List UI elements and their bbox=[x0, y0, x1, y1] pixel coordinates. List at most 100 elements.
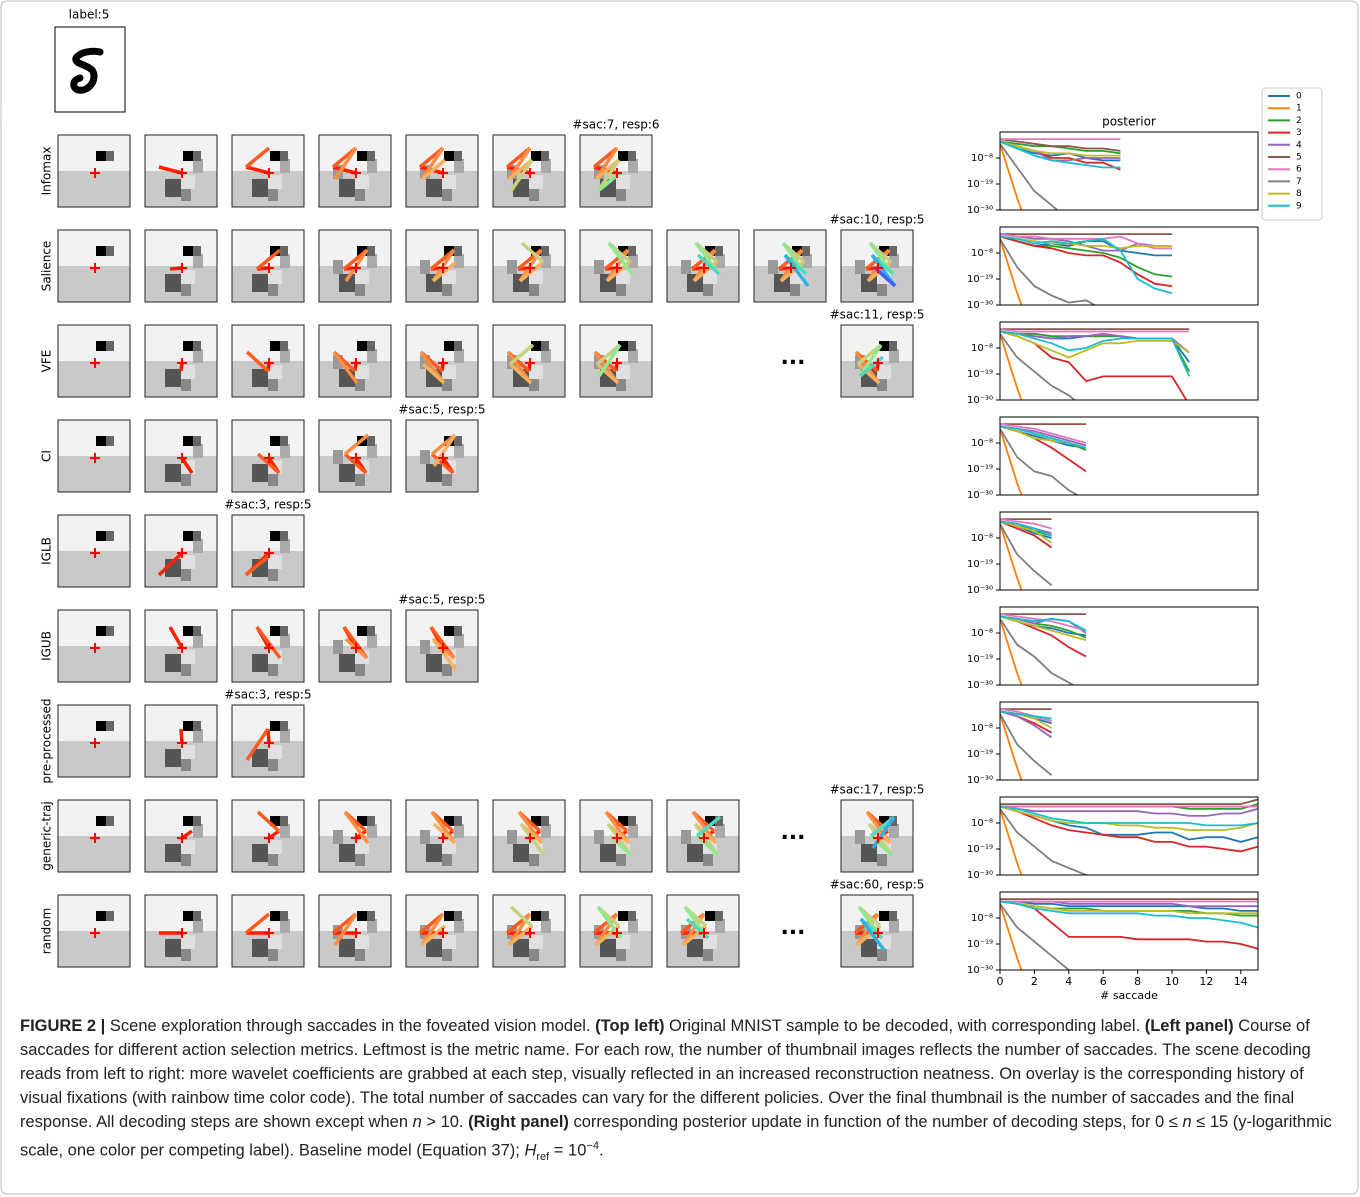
thumbnail bbox=[493, 230, 565, 302]
thumb-block bbox=[165, 274, 181, 292]
thumb-block bbox=[106, 721, 114, 731]
thumbnail bbox=[406, 230, 478, 302]
thumb-block bbox=[106, 246, 114, 256]
thumbnail bbox=[667, 895, 739, 967]
thumb-block bbox=[715, 919, 725, 933]
thumb-block bbox=[106, 151, 114, 161]
thumb-block bbox=[703, 284, 713, 296]
thumb-block bbox=[442, 949, 452, 961]
thumb-block bbox=[703, 854, 713, 866]
thumb-block bbox=[889, 349, 899, 363]
thumbnail bbox=[580, 135, 652, 207]
thumb-block bbox=[442, 175, 456, 189]
thumb-block bbox=[355, 935, 369, 949]
thumb-block bbox=[531, 911, 541, 921]
thumb-block bbox=[280, 816, 288, 826]
thumb-block bbox=[268, 175, 282, 189]
caption-segment: H bbox=[524, 1142, 536, 1160]
thumb-block bbox=[106, 911, 114, 921]
thumb-block bbox=[339, 939, 355, 957]
x-tick-label: 0 bbox=[997, 975, 1004, 988]
legend-label: 9 bbox=[1296, 201, 1302, 211]
thumb-block bbox=[339, 654, 355, 672]
legend-label: 0 bbox=[1296, 92, 1302, 102]
thumb-block bbox=[454, 151, 462, 161]
thumb-block bbox=[183, 531, 193, 541]
thumb-block bbox=[367, 444, 377, 458]
thumbnail bbox=[232, 325, 304, 397]
thumb-block bbox=[280, 539, 290, 553]
thumb-block bbox=[181, 379, 191, 391]
legend-label: 1 bbox=[1296, 104, 1302, 114]
thumb-block bbox=[355, 270, 369, 284]
y-tick-label: 10⁻⁸ bbox=[971, 343, 993, 354]
thumbnail bbox=[319, 895, 391, 967]
thumb-block bbox=[355, 175, 369, 189]
thumbnail bbox=[319, 800, 391, 872]
thumb-block bbox=[616, 935, 630, 949]
thumb-block bbox=[193, 721, 201, 731]
thumbnail bbox=[58, 420, 130, 492]
y-tick-label: 10⁻⁸ bbox=[971, 628, 993, 639]
thumb-block bbox=[420, 830, 430, 844]
thumb-block bbox=[454, 254, 464, 268]
thumb-block bbox=[268, 270, 282, 284]
thumb-block bbox=[444, 341, 454, 351]
thumbnail bbox=[145, 895, 217, 967]
thumb-block bbox=[618, 151, 628, 161]
thumb-block bbox=[454, 626, 462, 636]
figure-page: label:5 Infomax#sac:7, resp:6Salience#sa… bbox=[0, 0, 1360, 1197]
thumbnail bbox=[406, 135, 478, 207]
thumb-title: #sac:3, resp:5 bbox=[224, 688, 311, 702]
thumb-block bbox=[280, 919, 290, 933]
thumb-block bbox=[252, 274, 268, 292]
ellipsis: ... bbox=[780, 820, 805, 845]
thumb-block bbox=[454, 919, 464, 933]
thumb-block bbox=[454, 816, 462, 826]
thumb-block bbox=[355, 189, 365, 201]
thumb-block bbox=[268, 555, 282, 569]
thumbnail bbox=[58, 135, 130, 207]
thumb-block bbox=[270, 436, 280, 446]
caption-segment: (Right panel) bbox=[468, 1113, 569, 1131]
thumb-block bbox=[879, 911, 889, 921]
legend-label: 2 bbox=[1296, 116, 1302, 126]
thumb-block bbox=[367, 824, 377, 838]
thumb-block bbox=[268, 840, 282, 854]
thumb-block bbox=[616, 189, 626, 201]
caption: FIGURE 2 | Scene exploration through sac… bbox=[20, 1014, 1338, 1169]
thumbnail bbox=[145, 515, 217, 587]
thumb-block bbox=[270, 531, 280, 541]
series-line bbox=[1000, 712, 1052, 719]
sample-title: label:5 bbox=[69, 8, 110, 22]
thumb-block bbox=[444, 151, 454, 161]
thumb-block bbox=[193, 159, 203, 173]
thumb-block bbox=[616, 284, 626, 296]
thumbnail bbox=[841, 895, 913, 967]
thumb-block bbox=[594, 260, 604, 274]
y-tick-label: 10⁻¹⁹ bbox=[967, 274, 993, 285]
chart-title: posterior bbox=[1102, 115, 1156, 129]
thumb-block bbox=[252, 654, 268, 672]
thumb-block bbox=[454, 444, 464, 458]
y-tick-label: 10⁻¹⁹ bbox=[967, 939, 993, 950]
thumbnail bbox=[58, 895, 130, 967]
thumb-block bbox=[628, 341, 636, 351]
thumb-block bbox=[681, 830, 691, 844]
thumbnail bbox=[145, 230, 217, 302]
thumbnail bbox=[58, 515, 130, 587]
caption-segment: Scene exploration through saccades in th… bbox=[105, 1017, 595, 1035]
y-tick-label: 10⁻⁸ bbox=[971, 913, 993, 924]
row-label: random bbox=[40, 908, 54, 955]
thumbnail bbox=[58, 610, 130, 682]
thumb-block bbox=[106, 816, 114, 826]
thumb-block bbox=[367, 341, 375, 351]
thumb-block bbox=[444, 911, 454, 921]
thumbnail bbox=[319, 420, 391, 492]
thumb-block bbox=[715, 911, 723, 921]
thumb-block bbox=[165, 464, 181, 482]
row-label: CI bbox=[40, 450, 54, 462]
thumb-block bbox=[855, 830, 865, 844]
thumb-block bbox=[268, 949, 278, 961]
thumb-block bbox=[333, 640, 343, 654]
